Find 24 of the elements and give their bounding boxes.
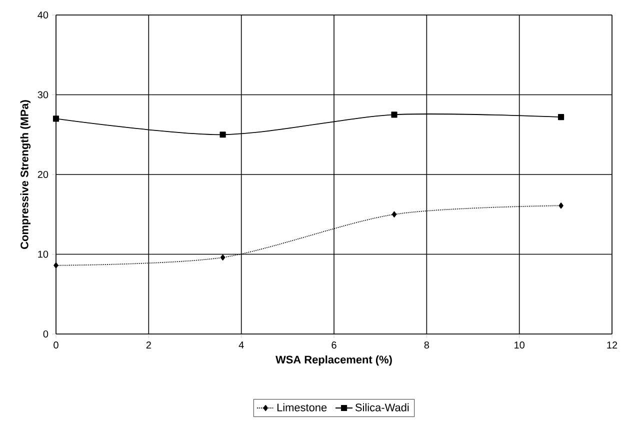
y-tick-label: 10 [38, 250, 48, 258]
x-tick-label: 12 [607, 342, 618, 348]
y-tick-label: 30 [38, 91, 48, 98]
x-tick-label: 4 [238, 342, 244, 348]
x-tick-label: 6 [332, 342, 336, 349]
x-tick-label: 8 [424, 342, 430, 349]
point [558, 202, 564, 209]
y-tick-label: 20 [38, 170, 48, 178]
legend-label: Limestone [277, 403, 327, 412]
x-tick-label: 10 [514, 342, 524, 349]
x-axis-title: WSA Replacement (%) [276, 355, 392, 366]
y-tick-label: 40 [38, 11, 48, 19]
point [558, 114, 564, 120]
point [220, 132, 226, 138]
point [391, 112, 398, 118]
x-tick-label: 2 [146, 342, 151, 348]
point [220, 254, 226, 260]
point [392, 211, 397, 218]
y-axis-title: Compressive Strength (MPa) [20, 100, 31, 249]
x-tick-label: 0 [54, 342, 58, 349]
point [52, 116, 60, 122]
legend-label: Silica-Wadi [355, 403, 409, 412]
y-tick-label: 0 [43, 330, 48, 338]
point [54, 262, 58, 268]
